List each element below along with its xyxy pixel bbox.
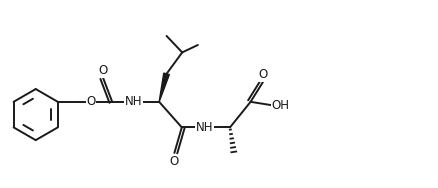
Text: OH: OH [271,99,289,112]
Text: NH: NH [196,121,213,134]
Text: O: O [99,64,108,77]
Text: NH: NH [125,95,142,108]
Text: O: O [169,155,178,168]
Text: O: O [86,95,95,108]
Text: O: O [259,68,268,81]
Polygon shape [159,73,170,102]
